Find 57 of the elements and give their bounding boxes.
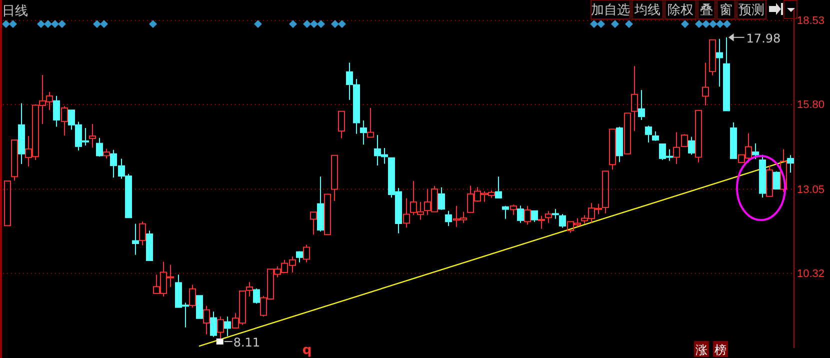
candlestick xyxy=(445,210,452,226)
candlestick xyxy=(538,215,545,230)
candlestick xyxy=(545,210,552,224)
candlestick xyxy=(89,123,96,148)
candlestick xyxy=(360,120,367,146)
candlestick xyxy=(616,126,623,163)
candlestick xyxy=(602,170,609,214)
candlestick xyxy=(296,251,303,263)
chart-title: 日线 xyxy=(2,4,28,19)
candlestick xyxy=(638,90,645,120)
candlestick xyxy=(552,208,559,220)
candlestick xyxy=(645,125,652,143)
annotation: 窗 xyxy=(720,2,732,18)
candlestick xyxy=(203,305,210,335)
y-tick-label: 18.53 xyxy=(797,14,825,27)
annotation: 加自选 xyxy=(591,3,630,18)
candlestick xyxy=(702,62,709,106)
candlestick xyxy=(495,176,502,198)
candlestick xyxy=(766,165,773,197)
annotation: 涨 xyxy=(696,343,708,357)
annotation: 叠 xyxy=(700,3,713,18)
candlestick xyxy=(139,221,146,246)
candlestick xyxy=(331,154,338,202)
candlestick xyxy=(224,316,231,337)
y-tick-label: 10.32 xyxy=(797,268,825,280)
candlestick xyxy=(752,142,759,160)
candlestick xyxy=(510,204,517,216)
candlestick xyxy=(780,148,787,192)
annotation: q xyxy=(302,343,312,358)
candlestick xyxy=(716,38,723,88)
candlestick xyxy=(132,223,139,256)
annotation: 预测 xyxy=(738,3,764,18)
candlestick xyxy=(502,205,509,220)
annotation: 榜 xyxy=(714,343,726,357)
candlestick xyxy=(695,110,702,163)
candlestick xyxy=(18,102,25,165)
candlestick xyxy=(338,110,345,139)
candlestick xyxy=(787,154,794,174)
candlestick xyxy=(403,198,410,228)
candlestick xyxy=(310,212,317,236)
annotation: 8.11 xyxy=(233,336,260,350)
candlestick xyxy=(631,66,638,132)
annotation: 除权 xyxy=(668,3,694,18)
candlestick xyxy=(673,132,680,165)
candlestick xyxy=(210,311,217,338)
candlestick xyxy=(709,39,716,76)
candlestick xyxy=(609,128,616,170)
candlestick xyxy=(730,122,737,159)
candlestick xyxy=(317,176,324,232)
candlestick xyxy=(367,107,374,138)
annotation: 17.98 xyxy=(746,31,781,46)
annotation: 均线 xyxy=(634,3,660,18)
y-tick-label: 15.80 xyxy=(797,99,825,112)
y-tick-label: 13.05 xyxy=(797,184,825,196)
candlestick xyxy=(53,95,60,128)
candlestick xyxy=(61,106,68,136)
candlestick xyxy=(723,36,730,112)
